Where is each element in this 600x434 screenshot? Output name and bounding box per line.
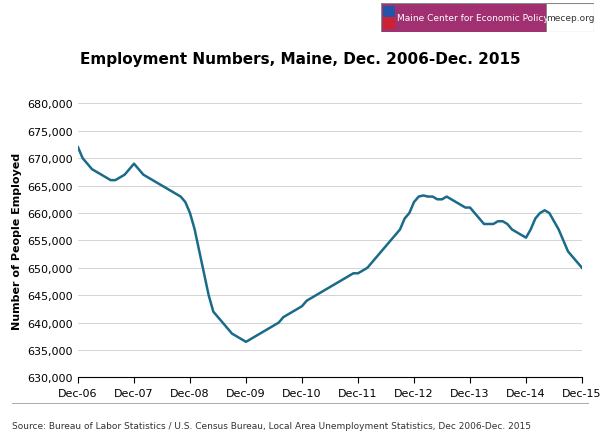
Text: Source: Bureau of Labor Statistics / U.S. Census Bureau, Local Area Unemployment: Source: Bureau of Labor Statistics / U.S… [12,421,531,430]
Y-axis label: Number of People Employed: Number of People Employed [12,152,22,329]
Bar [383,18,395,30]
Bar [546,4,594,33]
Bar [383,7,395,30]
Bar [546,4,547,33]
Bar [381,4,546,33]
Text: Maine Center for Economic Policy: Maine Center for Economic Policy [397,14,549,23]
Text: Employment Numbers, Maine, Dec. 2006-Dec. 2015: Employment Numbers, Maine, Dec. 2006-Dec… [80,53,520,67]
Text: mecep.org: mecep.org [547,14,595,23]
